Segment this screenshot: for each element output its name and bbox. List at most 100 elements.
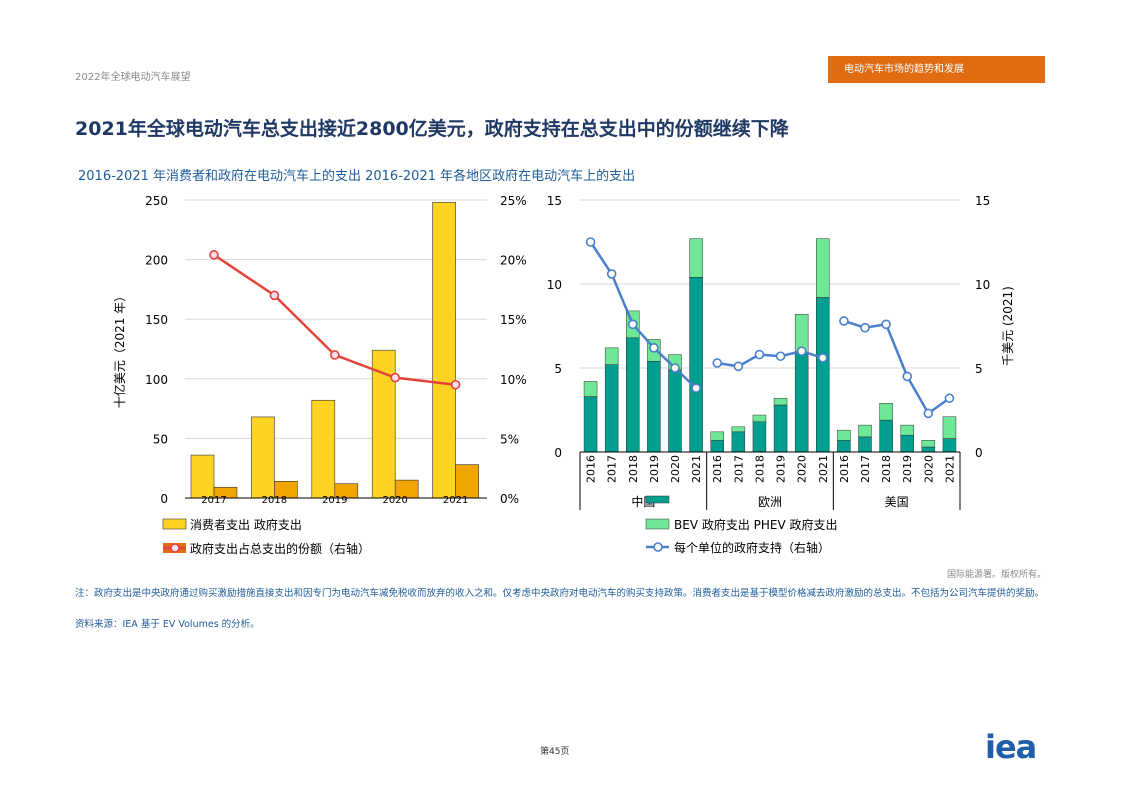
consumer-bar — [251, 416, 275, 499]
y-tick-label: 200 — [145, 254, 168, 268]
x-tick-label: 2020 — [922, 455, 935, 483]
share-point — [450, 379, 461, 390]
bev-bar — [583, 396, 598, 453]
y2-tick-label: 10 — [975, 278, 990, 292]
x-tick-label: 2020 — [796, 455, 809, 483]
per-unit-point — [881, 319, 891, 330]
bev-bar — [879, 419, 893, 453]
x-tick-label: 2016 — [585, 455, 598, 483]
bev-bar — [921, 446, 936, 453]
phev-bar — [604, 347, 619, 365]
page-title: 2021年全球电动汽车总支出接近2800亿美元，政府支持在总支出中的份额继续下降 — [75, 118, 789, 140]
bev-bar — [710, 439, 724, 453]
government-bar — [455, 464, 479, 499]
y2-tick-label: 20% — [500, 254, 527, 268]
x-tick-label: 2020 — [382, 495, 407, 506]
bev-bar — [689, 277, 703, 453]
y2-tick-label: 5% — [500, 432, 519, 446]
copyright: 国际能源署。版权所有。 — [946, 570, 1046, 580]
x-tick-label: 2017 — [606, 455, 619, 483]
legend-marker-per-unit — [653, 542, 663, 552]
y-tick-label: 10 — [547, 278, 562, 292]
x-tick-label: 2019 — [901, 455, 914, 483]
x-tick-label: 2019 — [775, 455, 788, 483]
phev-bar — [689, 238, 703, 278]
x-tick-label: 2017 — [859, 455, 872, 483]
per-unit-line — [843, 319, 951, 416]
chart-regional-government: 15 10 5 0 15 10 5 0 千美元 (2021) 2016 2017 2018 2019 20… — [547, 194, 1015, 555]
per-unit-point — [860, 322, 870, 333]
bev-bar — [647, 361, 661, 453]
consumer-bar — [190, 454, 215, 499]
x-tick-label: 2018 — [262, 495, 287, 506]
per-unit-point — [839, 316, 849, 326]
legend-label: 政府支出占总支出的份额（右轴） — [190, 541, 370, 556]
per-unit-point — [944, 393, 955, 404]
y-axis-label: 十亿美元（2021 年） — [112, 290, 127, 408]
per-unit-point — [754, 349, 765, 360]
y-tick-label: 15 — [547, 194, 562, 208]
legend-label: 消费者支出 政府支出 — [190, 517, 302, 532]
share-point — [390, 372, 401, 383]
share-point — [329, 350, 340, 360]
y-tick-label: 50 — [153, 432, 168, 446]
bev-bar — [900, 434, 914, 453]
per-unit-point — [670, 363, 680, 373]
bev-bar — [604, 364, 619, 453]
per-unit-point — [691, 383, 701, 393]
x-tick-label: 2016 — [838, 455, 851, 483]
y2-tick-label: 15 — [975, 194, 990, 208]
y-tick-label: 250 — [145, 194, 168, 208]
phev-bar — [921, 439, 936, 448]
footnote: 注：政府支出是中央政府通过购买激励措施直接支出和因专门为电动汽车减免税收而放弃的… — [75, 588, 1045, 599]
bev-bar — [837, 439, 851, 453]
x-tick-label: 2021 — [817, 455, 830, 483]
y2-axis-label: 千美元 (2021) — [1001, 286, 1015, 366]
phev-bar — [731, 426, 746, 433]
bev-bar — [731, 431, 746, 453]
phev-bar — [900, 424, 914, 436]
per-unit-point — [712, 358, 723, 368]
x-tick-label: 2016 — [711, 455, 724, 483]
phev-bar — [879, 403, 893, 421]
phev-bar — [752, 414, 767, 423]
bev-bar — [773, 404, 788, 453]
bev-bar — [752, 421, 767, 453]
legend-swatch-phev — [645, 518, 670, 530]
y2-tick-label: 10% — [500, 373, 527, 387]
legend-swatch-consumer — [162, 518, 187, 530]
group-label: 欧洲 — [758, 495, 782, 509]
x-tick-label: 2021 — [443, 495, 468, 506]
y2-tick-label: 5 — [975, 362, 983, 376]
bev-bar — [942, 438, 957, 453]
chart-spending: 250 200 150 100 50 0 25% 20% 15% 10% 5% 0% 十亿美元（2021… — [112, 194, 527, 556]
legend-label: 每个单位的政府支持（右轴） — [674, 540, 830, 555]
x-tick-label: 2019 — [322, 495, 347, 506]
per-unit-point — [649, 343, 659, 353]
phev-bar — [816, 238, 830, 298]
y2-tick-label: 15% — [500, 313, 527, 327]
phev-bar — [858, 424, 872, 438]
y-tick-label: 5 — [554, 362, 562, 376]
x-tick-label: 2021 — [943, 455, 956, 483]
section-tag: 电动汽车市场的趋势和发展 — [828, 56, 1045, 83]
y-tick-label: 100 — [145, 373, 168, 387]
consumer-bar — [311, 399, 336, 499]
group-label: 美国 — [885, 495, 909, 509]
per-unit-point — [817, 353, 828, 363]
logo-text: iea — [985, 730, 1036, 764]
x-tick-label: 2018 — [753, 455, 766, 483]
chart-subtitle: 2016-2021 年消费者和政府在电动汽车上的支出 2016-2021 年各地… — [78, 169, 636, 184]
y2-tick-label: 0% — [500, 492, 519, 506]
per-unit-point — [627, 319, 638, 330]
bev-bar — [858, 436, 872, 453]
share-point — [269, 290, 280, 301]
per-unit-point — [902, 371, 913, 382]
share-point — [209, 250, 219, 260]
x-tick-label: 2020 — [669, 455, 682, 483]
page-number: 第45页 — [540, 747, 570, 757]
report-title: 2022年全球电动汽车展望 — [75, 72, 191, 83]
x-tick-label: 2018 — [627, 455, 640, 483]
phev-bar — [710, 431, 724, 441]
x-tick-label: 2019 — [648, 455, 661, 483]
